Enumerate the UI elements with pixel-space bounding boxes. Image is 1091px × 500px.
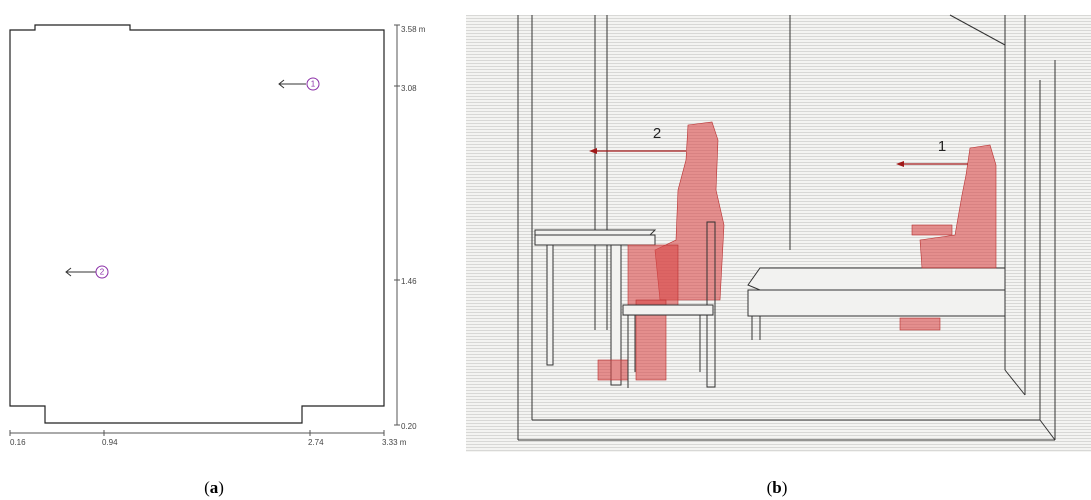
y-tick-label: 0.20	[401, 422, 417, 431]
observer-label: 1	[938, 138, 946, 155]
observer-label: 2	[653, 125, 661, 142]
x-tick-label: 2.74	[308, 438, 324, 447]
caption-letter: b	[772, 478, 781, 497]
rendered-view: 2 1	[466, 15, 1091, 452]
x-tick-label: 0.94	[102, 438, 118, 447]
caption-b: (b)	[767, 478, 788, 497]
x-tick-label: 0.16	[10, 438, 26, 447]
floor-plan: 3.58 m 3.08 1.46 0.20 0.16 0.94 2.74 3.3…	[10, 25, 426, 447]
y-tick-label: 1.46	[401, 277, 417, 286]
observer-label: 2	[100, 268, 105, 277]
y-tick-label: 3.58 m	[401, 25, 426, 34]
room-outline	[10, 25, 384, 423]
caption-close: )	[782, 478, 788, 497]
figure: 3.58 m 3.08 1.46 0.20 0.16 0.94 2.74 3.3…	[0, 0, 1091, 500]
y-tick-label: 3.08	[401, 84, 417, 93]
caption-close: )	[218, 478, 224, 497]
observer-label: 1	[311, 80, 316, 89]
x-tick-label: 3.33 m	[382, 438, 407, 447]
caption-a: (a)	[204, 478, 224, 497]
